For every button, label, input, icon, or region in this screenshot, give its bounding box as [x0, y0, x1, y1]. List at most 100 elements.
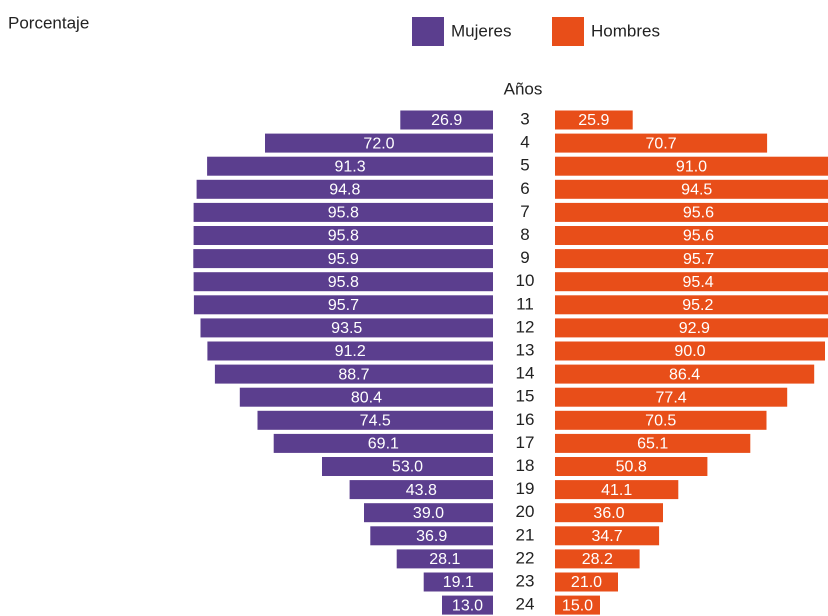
value-label: 53.0 — [392, 459, 423, 476]
category-label: 13 — [516, 340, 535, 359]
value-label: 70.7 — [645, 135, 676, 152]
category-label: 4 — [520, 133, 529, 152]
bar — [207, 341, 493, 361]
bar — [193, 249, 494, 269]
value-label: 28.2 — [582, 551, 613, 568]
value-label: 95.7 — [328, 297, 359, 314]
category-label: 6 — [520, 179, 529, 198]
bar — [555, 433, 751, 453]
value-label: 28.1 — [429, 551, 460, 568]
category-label: 11 — [516, 294, 534, 313]
value-label: 15.0 — [562, 597, 593, 614]
category-label: 24 — [516, 595, 535, 614]
value-label: 86.4 — [669, 366, 700, 383]
value-label: 72.0 — [363, 135, 394, 152]
value-label: 95.8 — [328, 228, 359, 245]
bar — [555, 156, 828, 176]
bar — [396, 549, 493, 569]
bar — [265, 133, 493, 153]
value-label: 70.5 — [645, 413, 676, 430]
category-label: 22 — [516, 548, 535, 567]
category-label: 8 — [520, 225, 529, 244]
bar — [273, 433, 493, 453]
category-label: 21 — [516, 525, 535, 544]
bar — [555, 457, 708, 476]
axis-label: Años — [504, 79, 543, 98]
value-label: 95.8 — [328, 205, 359, 222]
bar — [193, 272, 493, 292]
bar — [555, 480, 679, 500]
legend-label: Hombres — [591, 21, 660, 40]
value-label: 88.7 — [338, 366, 369, 383]
value-label: 36.0 — [593, 505, 624, 522]
value-label: 94.5 — [681, 182, 712, 199]
bar — [555, 249, 828, 269]
value-label: 74.5 — [360, 413, 391, 430]
bar — [555, 364, 815, 384]
category-label: 14 — [516, 364, 535, 383]
value-label: 65.1 — [637, 436, 668, 453]
category-label: 10 — [516, 271, 535, 290]
bar — [364, 503, 493, 523]
value-label: 94.8 — [329, 182, 360, 199]
bar — [555, 387, 788, 407]
bar — [555, 410, 767, 430]
legend-swatch — [412, 17, 444, 46]
bar — [555, 503, 663, 523]
category-label: 19 — [516, 479, 535, 498]
value-label: 91.3 — [334, 158, 365, 175]
value-label: 34.7 — [591, 528, 622, 545]
bar — [207, 156, 493, 176]
bar — [423, 572, 493, 592]
value-label: 80.4 — [351, 389, 382, 406]
bar — [442, 595, 493, 615]
value-label: 95.7 — [683, 251, 714, 268]
value-label: 43.8 — [406, 482, 437, 499]
bar — [555, 572, 618, 592]
legend-swatch — [552, 17, 584, 46]
bar — [555, 202, 828, 222]
bar — [555, 133, 768, 153]
bar — [555, 595, 600, 615]
bar — [555, 318, 828, 338]
category-label: 9 — [520, 248, 529, 267]
value-label: 91.0 — [676, 158, 707, 175]
bar — [257, 410, 493, 430]
value-label: 13.0 — [452, 597, 483, 614]
value-label: 91.2 — [335, 343, 366, 360]
bar — [555, 549, 640, 569]
bar — [193, 295, 493, 315]
value-label: 95.8 — [328, 274, 359, 291]
bar — [555, 110, 633, 130]
value-label: 21.0 — [571, 574, 602, 591]
category-label: 23 — [516, 571, 535, 590]
bar — [193, 226, 493, 245]
value-label: 92.9 — [679, 320, 710, 337]
value-label: 90.0 — [674, 343, 705, 360]
value-label: 26.9 — [431, 112, 462, 129]
bar — [400, 110, 493, 130]
category-label: 7 — [520, 202, 529, 221]
category-label: 18 — [516, 456, 535, 475]
value-label: 95.2 — [682, 297, 713, 314]
legend-label: Mujeres — [451, 21, 511, 40]
value-label: 95.6 — [683, 228, 714, 245]
bar — [349, 480, 493, 500]
value-label: 69.1 — [368, 436, 399, 453]
value-label: 36.9 — [416, 528, 447, 545]
value-label: 95.6 — [683, 205, 714, 222]
bar — [214, 364, 493, 384]
value-label: 19.1 — [443, 574, 474, 591]
value-label: 95.4 — [683, 274, 714, 291]
category-label: 5 — [520, 156, 529, 175]
bar — [555, 179, 828, 199]
category-label: 16 — [516, 410, 535, 429]
value-label: 25.9 — [578, 112, 609, 129]
bar — [555, 526, 660, 546]
bar — [239, 387, 493, 407]
category-label: 17 — [516, 433, 535, 452]
value-label: 41.1 — [601, 482, 632, 499]
value-label: 95.9 — [328, 251, 359, 268]
category-label: 3 — [520, 109, 529, 128]
